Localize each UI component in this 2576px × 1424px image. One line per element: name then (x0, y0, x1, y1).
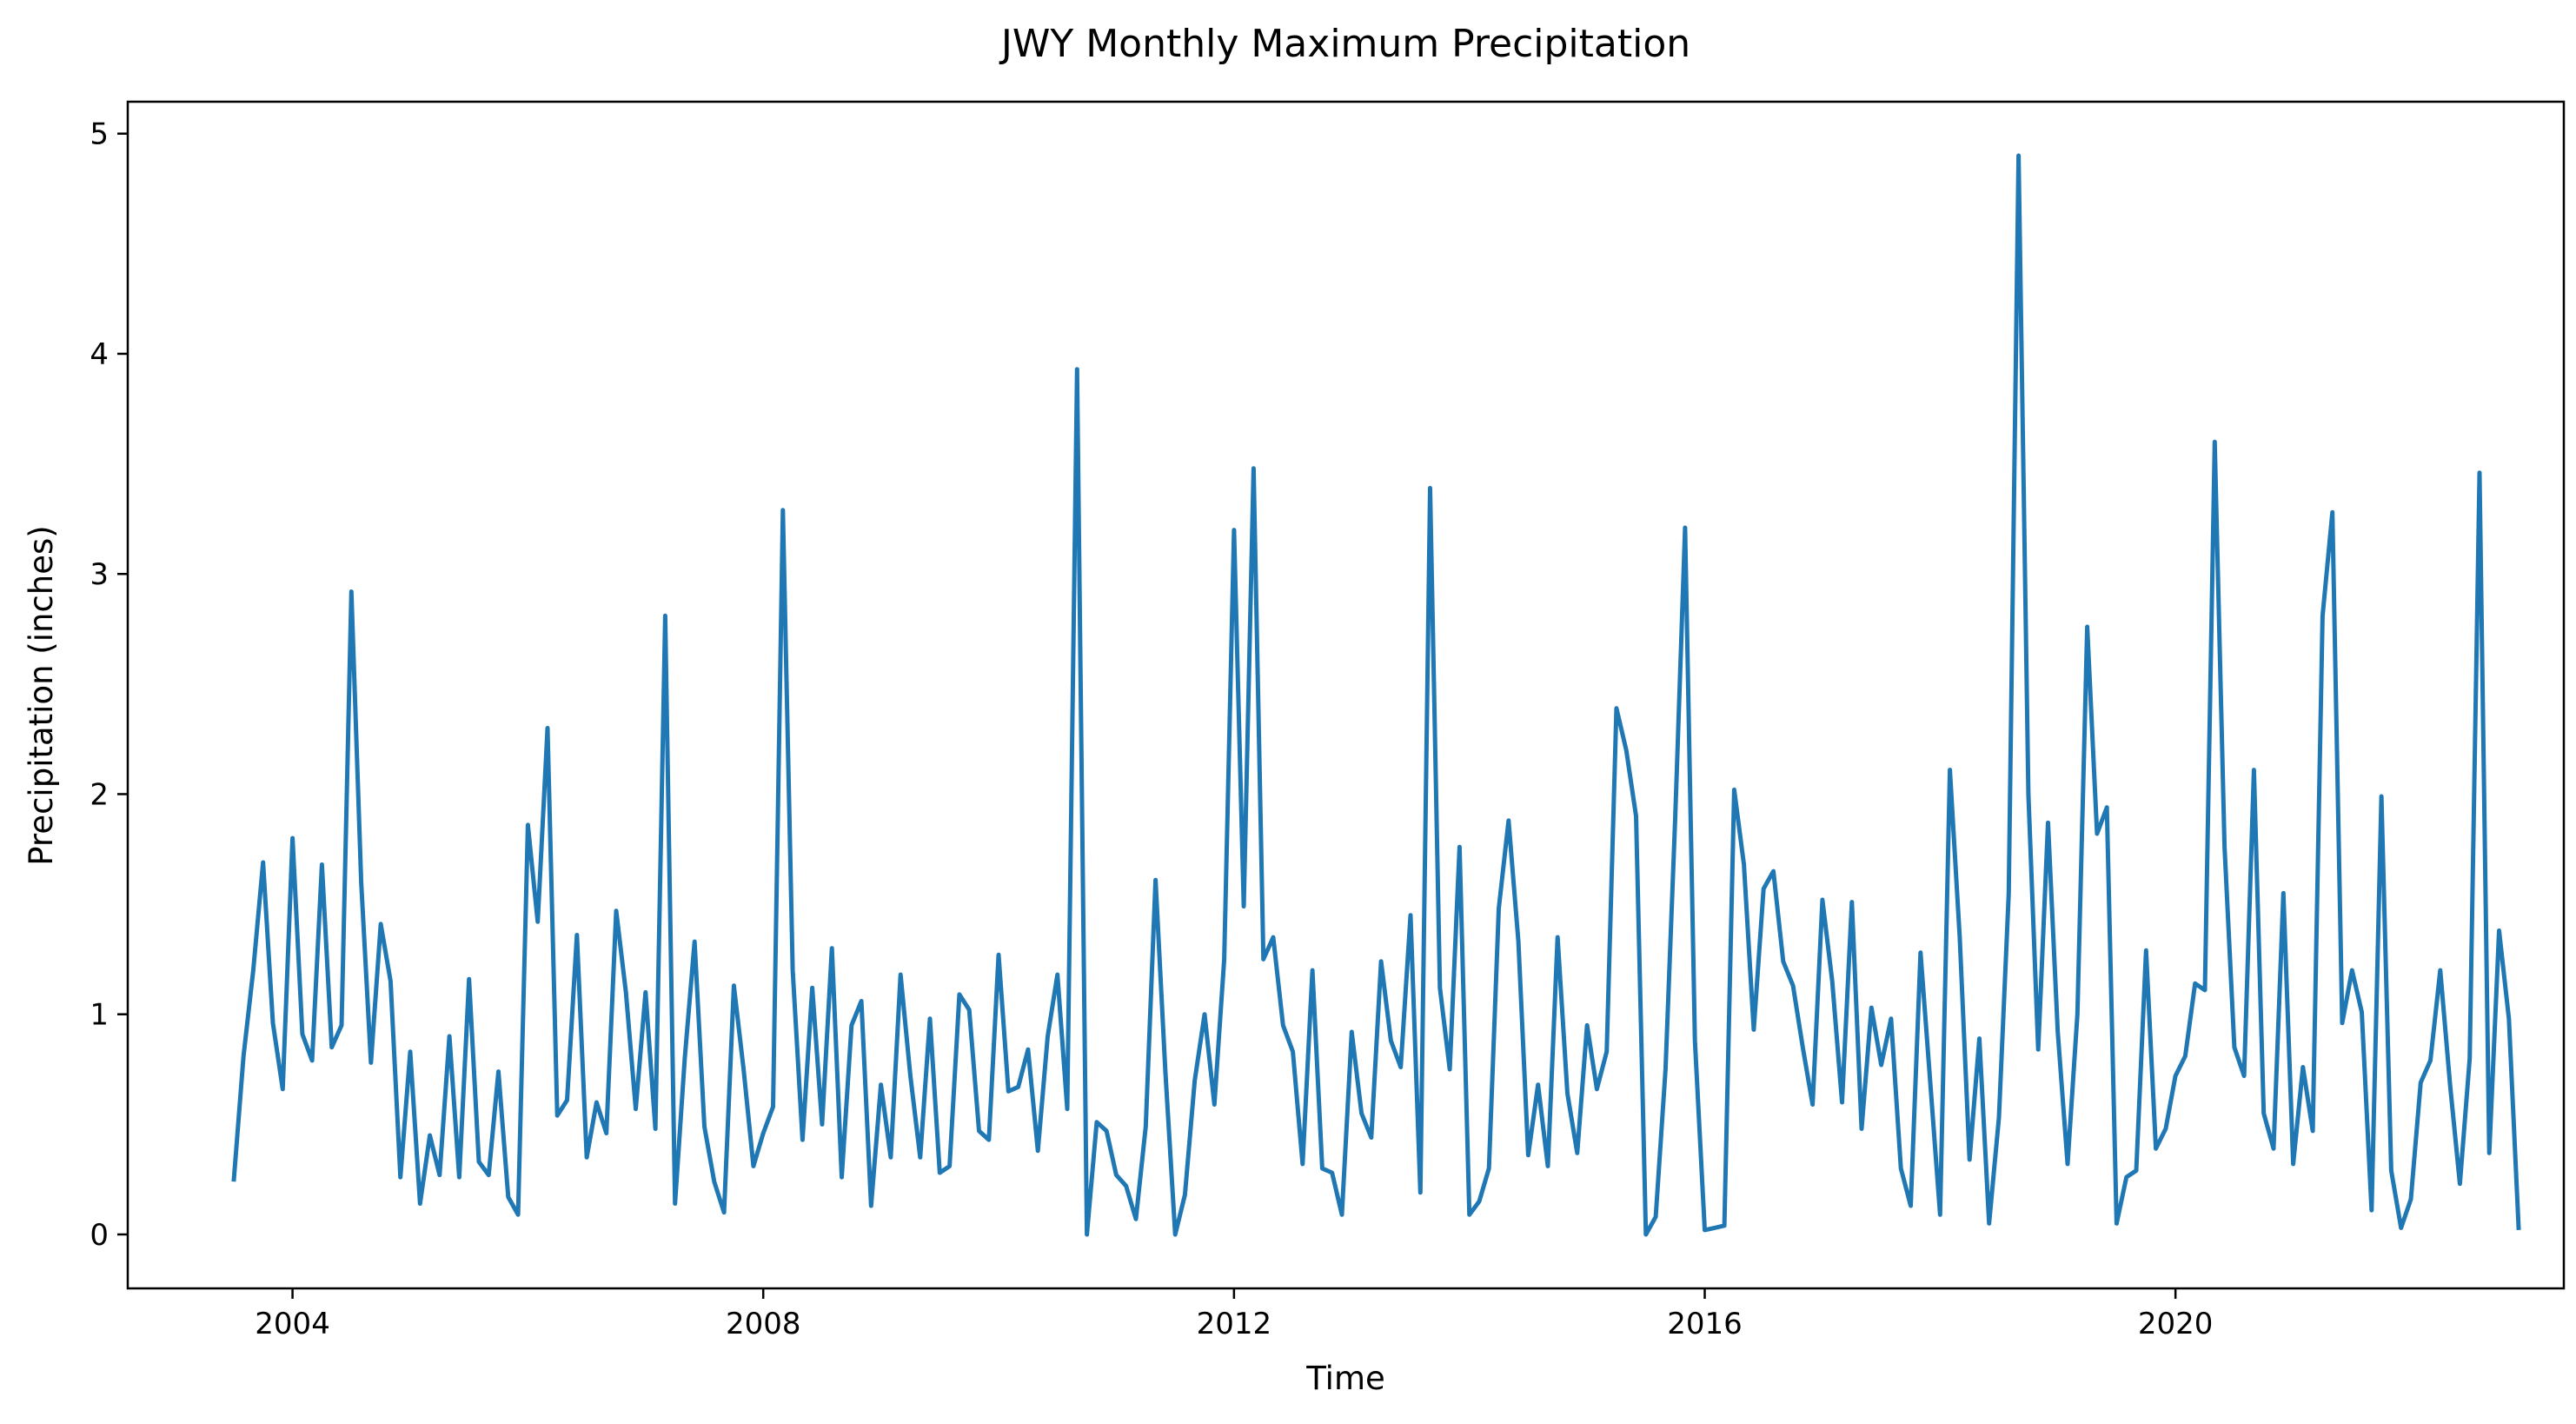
y-tick-label: 1 (90, 998, 109, 1033)
x-axis-label: Time (1305, 1360, 1385, 1397)
x-tick-label: 2016 (1667, 1307, 1743, 1341)
chart-title: JWY Monthly Maximum Precipitation (999, 22, 1690, 66)
y-tick-label: 3 (90, 557, 109, 592)
x-tick-label: 2020 (2138, 1307, 2214, 1341)
plot-area (128, 102, 2564, 1288)
y-axis-label: Precipitation (inches) (23, 525, 60, 865)
y-tick-label: 0 (90, 1218, 109, 1253)
y-tick-label: 4 (90, 337, 109, 372)
plot-frame (126, 100, 2566, 1290)
y-axis-ticks: 0 1 2 3 4 5 (90, 117, 128, 1253)
x-axis-ticks: 2004 2008 2012 2016 2020 (255, 1288, 2213, 1341)
x-tick-label: 2012 (1197, 1307, 1272, 1341)
y-tick-label: 2 (90, 777, 109, 812)
series-line (231, 153, 2521, 1237)
y-tick-label: 5 (90, 117, 109, 152)
x-tick-label: 2008 (726, 1307, 801, 1341)
x-tick-label: 2004 (255, 1307, 330, 1341)
